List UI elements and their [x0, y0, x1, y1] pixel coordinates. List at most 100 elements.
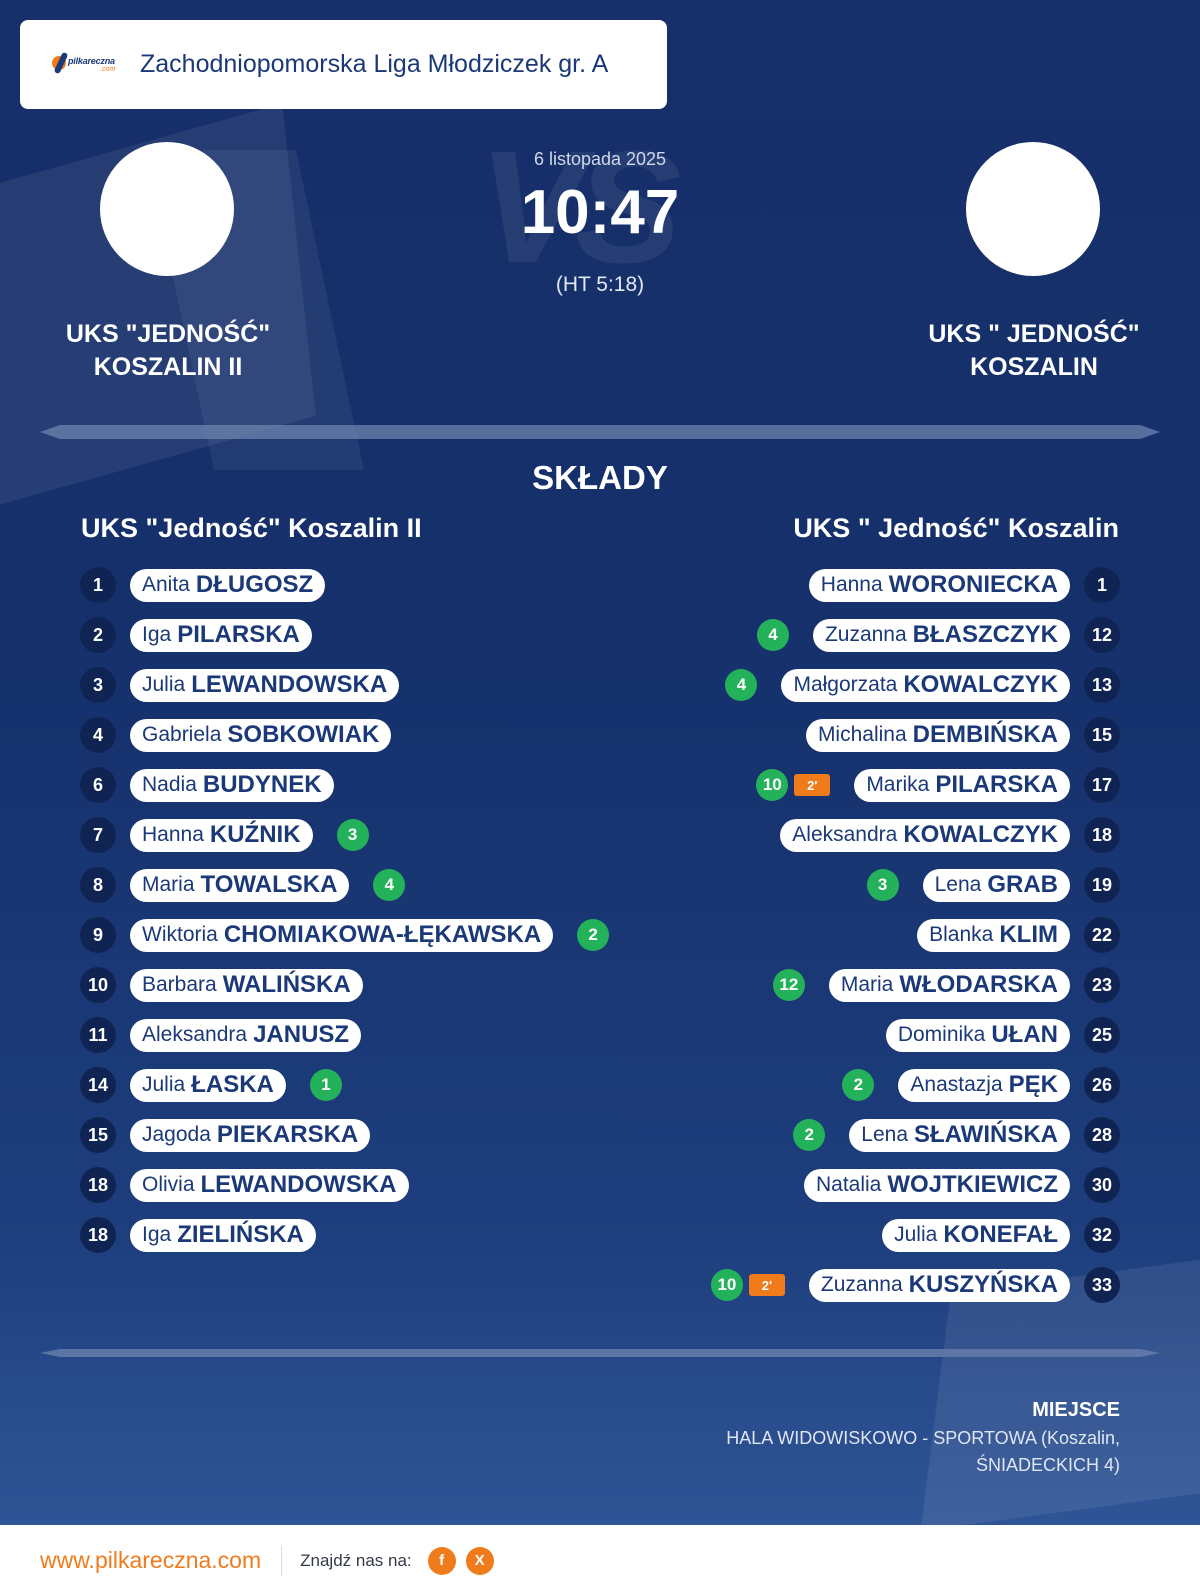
player-number: 18 [80, 1167, 116, 1203]
player-first-name: Gabriela [142, 723, 222, 746]
player-first-name: Zuzanna [824, 623, 907, 646]
player-name: Julia ŁASKA [130, 1068, 286, 1102]
player-first-name: Iga [142, 1223, 172, 1246]
site-link[interactable]: www.pilkareczna.com [40, 1547, 262, 1573]
player-first-name: Hanna [820, 573, 883, 596]
player-first-name: Hanna [142, 823, 204, 846]
home-team-title: UKS "JEDNOŚĆ" KOSZALIN II [65, 320, 271, 381]
player-last-name: CHOMIAKOWA-ŁĘKAWSKA [223, 921, 542, 948]
player-first-name: Lena [861, 1123, 908, 1146]
player-row: 11 Aleksandra JANUSZ [80, 1010, 609, 1060]
player-row: 23 Maria WŁODARSKA 12 [711, 960, 1120, 1010]
player-last-name: KOWALCZYK [903, 671, 1058, 698]
player-row: 1 Anita DŁUGOSZ [80, 560, 609, 610]
player-row: 22 Blanka KLIM [711, 910, 1120, 960]
player-first-name: Nadia [142, 773, 197, 796]
home-squad-name: UKS "Jedność" Koszalin II [81, 513, 422, 543]
league-header: pilkareczna .com Zachodniopomorska Liga … [20, 20, 667, 109]
player-name: Aleksandra KOWALCZYK [780, 818, 1070, 852]
player-number: 9 [80, 917, 116, 953]
player-row: 26 Anastazja PĘK 2 [711, 1060, 1120, 1110]
player-name: Lena SŁAWIŃSKA [849, 1118, 1070, 1152]
x-icon[interactable]: X [465, 1546, 494, 1575]
player-number: 1 [80, 567, 116, 603]
divider [40, 425, 1160, 439]
final-score: 10:47 [520, 178, 680, 247]
goals-badge: 1 [309, 1069, 342, 1101]
player-number: 7 [80, 817, 116, 853]
player-row: 6 Nadia BUDYNEK [80, 760, 609, 810]
player-last-name: ZIELIŃSKA [177, 1221, 304, 1248]
player-number: 12 [1084, 617, 1120, 653]
player-row: 4 Gabriela SOBKOWIAK [80, 710, 609, 760]
divider [40, 1349, 1160, 1357]
player-first-name: Maria [142, 873, 195, 896]
away-lineup: 1 Hanna WORONIECKA 12 Zuzanna BŁASZCZYK 4 13 Mał… [710, 560, 1120, 1310]
player-name: Małgorzata KOWALCZYK [781, 668, 1070, 702]
goals-badge: 2 [793, 1119, 826, 1151]
penalty-badge: 2' [748, 1274, 785, 1296]
player-name: Maria WŁODARSKA [828, 968, 1070, 1002]
player-number: 2 [80, 617, 116, 653]
player-first-name: Zuzanna [820, 1273, 903, 1296]
player-name: Michalina DEMBIŃSKA [805, 718, 1070, 752]
player-last-name: PILARSKA [177, 621, 300, 648]
player-name: Iga ZIELIŃSKA [130, 1218, 316, 1252]
goals-badge: 4 [725, 669, 758, 701]
player-last-name: WOJTKIEWICZ [887, 1171, 1058, 1198]
player-number: 13 [1084, 667, 1120, 703]
player-number: 1 [1084, 567, 1120, 603]
player-name: Iga PILARSKA [130, 618, 312, 652]
player-name: Gabriela SOBKOWIAK [130, 718, 392, 752]
goals-badge: 10 [710, 1269, 743, 1301]
goals-badge: 12 [772, 969, 805, 1001]
player-row: 18 Aleksandra KOWALCZYK [711, 810, 1120, 860]
home-team-crest [100, 142, 234, 276]
player-first-name: Małgorzata [793, 673, 898, 696]
league-name: Zachodniopomorska Liga Młodziczek gr. A [140, 50, 609, 78]
player-name: Nadia BUDYNEK [130, 768, 334, 802]
player-first-name: Maria [840, 973, 894, 996]
player-first-name: Lena [934, 873, 982, 896]
player-number: 18 [80, 1217, 116, 1253]
player-last-name: SŁAWIŃSKA [914, 1121, 1058, 1148]
player-last-name: KLIM [999, 921, 1058, 948]
player-row: 2 Iga PILARSKA [80, 610, 609, 660]
match-card: pilkareczna .com Zachodniopomorska Liga … [0, 0, 1200, 1525]
player-row: 7 Hanna KUŹNIK 3 [80, 810, 609, 860]
player-row: 17 Marika PILARSKA 2' 10 [711, 760, 1120, 810]
footer: www.pilkareczna.com Znajdź nas na: f X [0, 1525, 1200, 1596]
player-number: 30 [1084, 1167, 1120, 1203]
player-number: 10 [80, 967, 116, 1003]
player-name: Julia KONEFAŁ [882, 1218, 1070, 1252]
player-last-name: KUSZYŃSKA [908, 1271, 1058, 1298]
player-first-name: Jagoda [142, 1123, 211, 1146]
player-name: Blanka KLIM [917, 918, 1070, 952]
player-row: 28 Lena SŁAWIŃSKA 2 [711, 1110, 1120, 1160]
player-row: 18 Olivia LEWANDOWSKA [80, 1160, 609, 1210]
player-last-name: BŁASZCZYK [912, 621, 1058, 648]
player-first-name: Olivia [142, 1173, 195, 1196]
player-name: Anastazja PĘK [898, 1068, 1070, 1102]
player-last-name: WORONIECKA [888, 571, 1058, 598]
player-name: Anita DŁUGOSZ [130, 568, 326, 602]
player-last-name: ŁASKA [191, 1071, 274, 1098]
away-team-crest [966, 142, 1100, 276]
player-row: 32 Julia KONEFAŁ [711, 1210, 1120, 1260]
player-row: 8 Maria TOWALSKA 4 [80, 860, 609, 910]
penalty-badge: 2' [794, 774, 831, 796]
player-row: 3 Julia LEWANDOWSKA [80, 660, 609, 710]
player-row: 12 Zuzanna BŁASZCZYK 4 [711, 610, 1120, 660]
player-number: 26 [1084, 1067, 1120, 1103]
player-name: Jagoda PIEKARSKA [130, 1118, 371, 1152]
player-first-name: Anita [142, 573, 190, 596]
player-row: 33 Zuzanna KUSZYŃSKA 2' 10 [710, 1260, 1120, 1310]
player-number: 15 [1084, 717, 1120, 753]
facebook-icon[interactable]: f [427, 1546, 456, 1575]
player-row: 1 Hanna WORONIECKA [711, 560, 1120, 610]
player-last-name: KONEFAŁ [943, 1221, 1058, 1248]
player-number: 23 [1084, 967, 1120, 1003]
away-team-title: UKS " JEDNOŚĆ" KOSZALIN [928, 320, 1140, 381]
player-number: 33 [1084, 1267, 1120, 1303]
player-last-name: SOBKOWIAK [227, 721, 380, 748]
